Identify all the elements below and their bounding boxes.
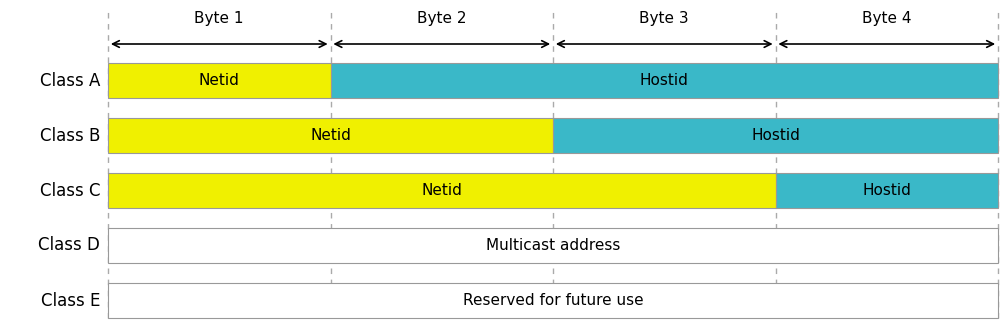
Bar — [108, 63, 331, 98]
Bar — [108, 118, 553, 153]
Bar — [108, 283, 998, 318]
Text: Byte 3: Byte 3 — [639, 11, 689, 25]
Text: Reserved for future use: Reserved for future use — [463, 293, 643, 308]
Bar — [108, 173, 776, 208]
Text: Multicast address: Multicast address — [486, 238, 620, 253]
Text: Class C: Class C — [39, 182, 100, 200]
Bar — [553, 118, 998, 153]
Text: Class B: Class B — [40, 127, 100, 145]
Text: Byte 1: Byte 1 — [194, 11, 244, 25]
Bar — [331, 63, 998, 98]
Text: Byte 4: Byte 4 — [862, 11, 912, 25]
Text: Netid: Netid — [310, 128, 351, 143]
Bar — [776, 173, 998, 208]
Text: Hostid: Hostid — [863, 183, 911, 198]
Text: Class E: Class E — [41, 291, 100, 309]
Text: Class A: Class A — [40, 71, 100, 90]
Bar — [108, 228, 998, 263]
Text: Class D: Class D — [38, 236, 100, 254]
Text: Netid: Netid — [198, 73, 239, 88]
Text: Netid: Netid — [421, 183, 462, 198]
Text: Hostid: Hostid — [640, 73, 688, 88]
Text: Byte 2: Byte 2 — [417, 11, 467, 25]
Text: Hostid: Hostid — [752, 128, 800, 143]
